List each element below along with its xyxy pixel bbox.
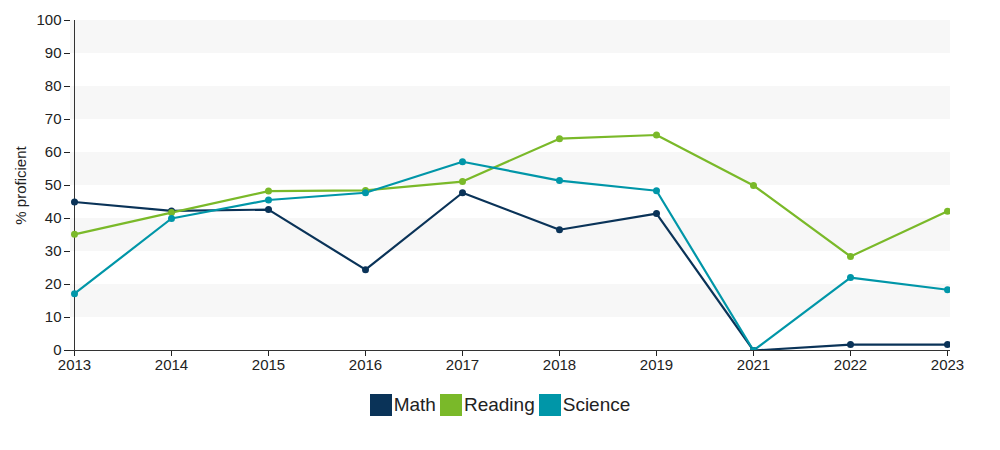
- svg-text:40: 40: [45, 209, 62, 226]
- svg-text:2016: 2016: [349, 356, 382, 373]
- svg-text:80: 80: [45, 77, 62, 94]
- svg-text:2013: 2013: [58, 356, 91, 373]
- svg-text:90: 90: [45, 44, 62, 61]
- svg-text:100: 100: [36, 11, 61, 28]
- svg-text:2022: 2022: [834, 356, 867, 373]
- svg-text:2021: 2021: [737, 356, 770, 373]
- svg-text:0: 0: [53, 341, 62, 359]
- svg-text:% proficient: % proficient: [12, 145, 29, 224]
- svg-text:70: 70: [45, 110, 62, 127]
- html-text:Science: Science: [562, 394, 631, 415]
- svg-text:50: 50: [45, 176, 62, 193]
- svg-text:2015: 2015: [252, 356, 285, 373]
- svg-text:20: 20: [45, 275, 62, 292]
- svg-text:2019: 2019: [640, 356, 673, 373]
- svg-text:30: 30: [45, 242, 62, 259]
- svg-text:2014: 2014: [155, 356, 188, 373]
- html-text:Math: Math: [393, 394, 436, 415]
- html-text:Reading: Reading: [463, 394, 535, 415]
- svg-text:60: 60: [45, 143, 62, 160]
- svg-text:10: 10: [45, 308, 62, 325]
- svg-text:2023: 2023: [931, 356, 964, 373]
- svg-text:2017: 2017: [446, 356, 479, 373]
- svg-text:2018: 2018: [543, 356, 576, 373]
